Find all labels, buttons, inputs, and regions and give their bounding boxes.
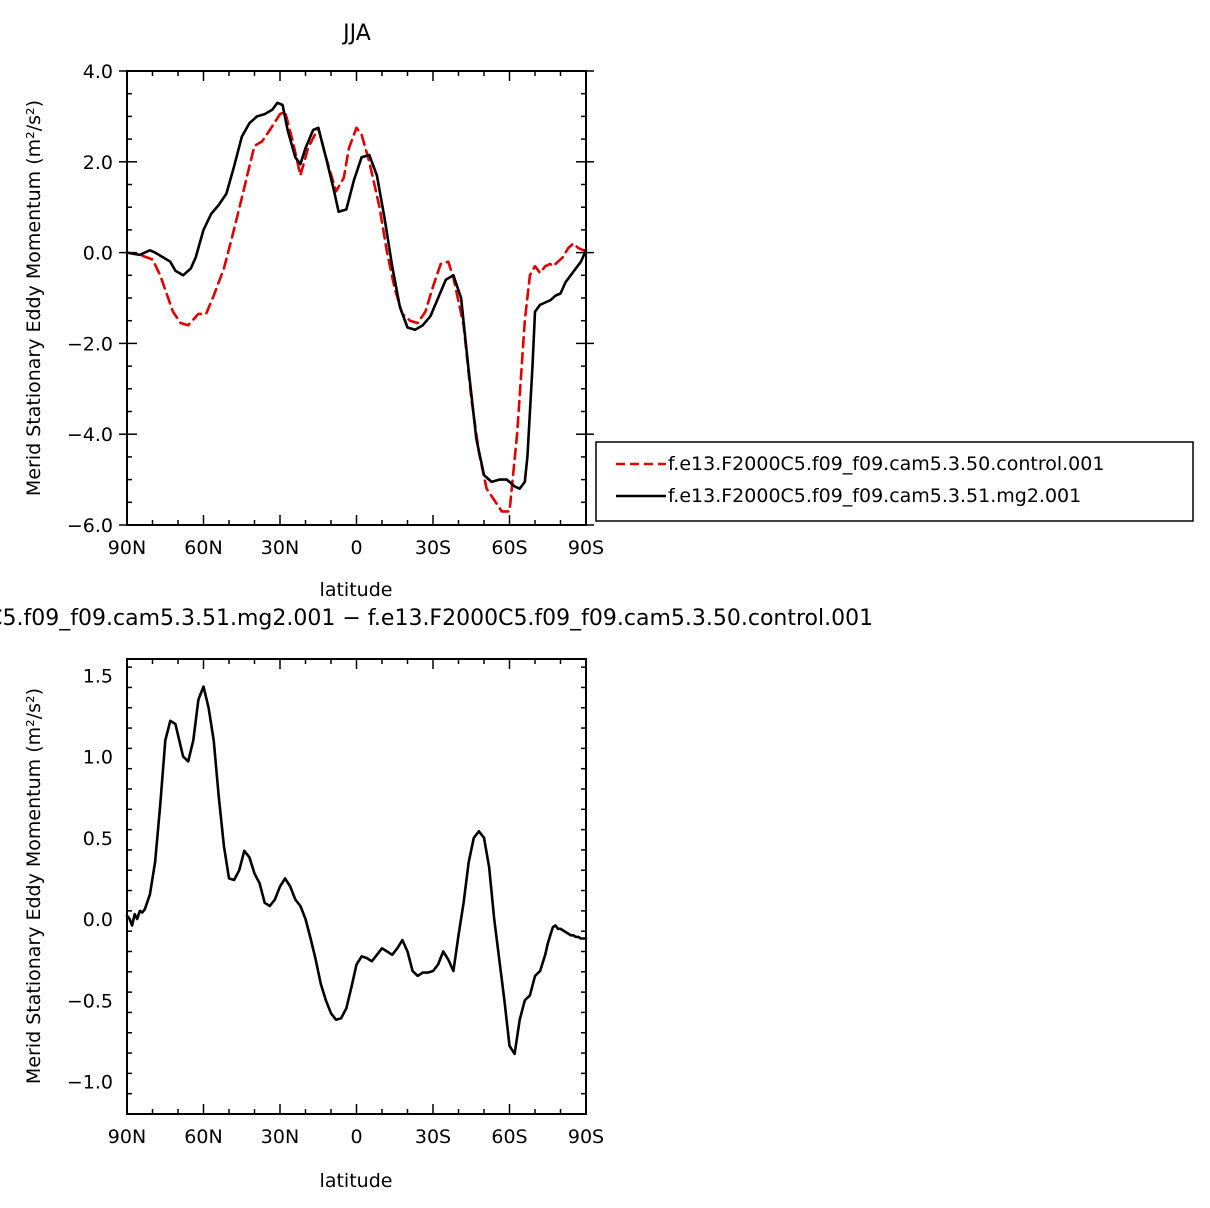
y-tick-label: 4.0 <box>83 61 113 83</box>
bottom-series-line-0 <box>125 685 588 1056</box>
top-plot-frame <box>126 70 587 526</box>
bottom-x-axis-label: latitude <box>320 1170 393 1192</box>
bottom-chart-title: f.e13.F2000C5.f09_f09.cam5.3.51.mg2.001 … <box>0 606 873 631</box>
top-series-line-0 <box>125 110 588 513</box>
x-tick-label: 30N <box>261 537 299 559</box>
x-tick-label: 90N <box>108 537 146 559</box>
y-tick-label: 0.0 <box>83 243 113 265</box>
y-tick-label: 1.5 <box>83 665 113 687</box>
top-y-axis-label: Merid Stationary Eddy Momentum (m²/s²) <box>23 100 45 496</box>
y-tick-label: −6.0 <box>67 515 113 537</box>
legend-box <box>595 441 1194 522</box>
x-tick-label: 90S <box>568 1126 604 1148</box>
top-panel: JJA 90N 60N 30N 0 30S 60S 90S −6.0 −4.0 −2.0 0.0 2.… <box>23 21 1194 601</box>
y-tick-label: −2.0 <box>67 333 113 355</box>
bottom-tick-labels: 90N 60N 30N 0 30S 60S 90S −1.0 −0.5 0.0 0.5 1.0 1.5 <box>67 665 604 1148</box>
bottom-plot-frame <box>126 658 587 1115</box>
legend: f.e13.F2000C5.f09_f09.cam5.3.50.control.… <box>595 441 1194 522</box>
y-tick-label: 0.0 <box>83 909 113 931</box>
top-tick-labels: 90N 60N 30N 0 30S 60S 90S −6.0 −4.0 −2.0 0.0 2.0 4.0 <box>67 61 604 559</box>
bottom-series-group <box>125 685 588 1056</box>
x-tick-label: 60S <box>491 537 527 559</box>
y-tick-label: 2.0 <box>83 152 113 174</box>
top-x-axis-label: latitude <box>320 579 393 601</box>
bottom-y-axis-label: Merid Stationary Eddy Momentum (m²/s²) <box>23 688 45 1084</box>
bottom-panel: f.e13.F2000C5.f09_f09.cam5.3.51.mg2.001 … <box>0 606 873 1192</box>
x-tick-label: 30S <box>415 537 451 559</box>
top-chart-title: JJA <box>341 21 371 46</box>
y-tick-label: 0.5 <box>83 828 113 850</box>
legend-entry-control: f.e13.F2000C5.f09_f09.cam5.3.50.control.… <box>668 453 1104 475</box>
top-axis-ticks <box>119 70 594 526</box>
y-tick-label: −1.0 <box>67 1072 113 1094</box>
x-tick-label: 60S <box>491 1126 527 1148</box>
x-tick-label: 90S <box>568 537 604 559</box>
top-series-group <box>125 101 588 513</box>
y-tick-label: −0.5 <box>67 990 113 1012</box>
x-tick-label: 30S <box>415 1126 451 1148</box>
x-tick-label: 60N <box>184 1126 222 1148</box>
x-tick-label: 0 <box>350 1126 362 1148</box>
y-tick-label: 1.0 <box>83 747 113 769</box>
x-tick-label: 0 <box>350 537 362 559</box>
x-tick-label: 30N <box>261 1126 299 1148</box>
legend-entry-mg2: f.e13.F2000C5.f09_f09.cam5.3.51.mg2.001 <box>668 485 1081 507</box>
x-tick-label: 90N <box>108 1126 146 1148</box>
y-tick-label: −4.0 <box>67 424 113 446</box>
x-tick-label: 60N <box>184 537 222 559</box>
top-series-line-1 <box>125 101 588 491</box>
